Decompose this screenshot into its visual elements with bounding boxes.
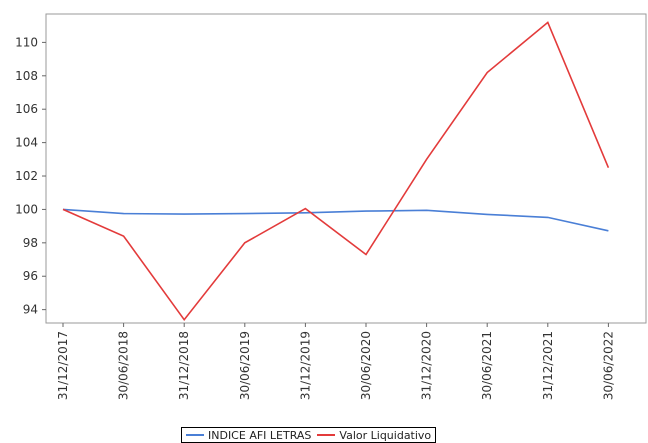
y-tick-label: 98: [23, 236, 38, 250]
legend-item-valor: Valor Liquidativo: [317, 429, 431, 442]
x-tick-label: 31/12/2018: [177, 331, 191, 400]
legend: INDICE AFI LETRAS Valor Liquidativo: [181, 427, 437, 443]
x-tick-label: 31/12/2021: [541, 331, 555, 400]
y-tick-label: 100: [15, 202, 38, 216]
plot-area: [45, 13, 647, 324]
legend-swatch-valor: [317, 434, 336, 436]
y-axis: 94 96 98 100 102 104 106 108 110: [15, 35, 46, 317]
series-line-indice-afi-letras: [62, 208, 609, 232]
series-line-valor-liquidativo: [62, 21, 610, 322]
y-tick-label: 102: [15, 169, 38, 183]
x-tick-label: 31/12/2017: [56, 331, 70, 400]
x-tick-label: 30/06/2020: [359, 331, 373, 400]
legend-swatch-indice: [186, 434, 204, 436]
x-tick-label: 30/06/2022: [601, 331, 615, 400]
x-tick-label: 31/12/2020: [420, 331, 434, 400]
x-axis: 31/12/2017 30/06/2018 31/12/2018 30/06/2019…: [56, 323, 615, 400]
y-tick-label: 94: [23, 303, 38, 317]
x-tick-label: 30/06/2019: [238, 331, 252, 400]
x-tick-label: 30/06/2018: [117, 331, 131, 400]
y-tick-label: 108: [15, 69, 38, 83]
legend-label-valor: Valor Liquidativo: [339, 428, 432, 442]
legend-item-indice: INDICE AFI LETRAS: [186, 429, 311, 442]
series-lines: [62, 21, 610, 322]
y-tick-label: 96: [23, 269, 38, 283]
x-tick-label: 31/12/2019: [298, 331, 312, 400]
x-tick-label: 30/06/2021: [480, 331, 494, 400]
y-tick-label: 106: [15, 102, 38, 116]
y-tick-label: 104: [15, 136, 38, 150]
y-tick-label: 110: [15, 35, 38, 49]
legend-label-indice: INDICE AFI LETRAS: [208, 428, 312, 442]
